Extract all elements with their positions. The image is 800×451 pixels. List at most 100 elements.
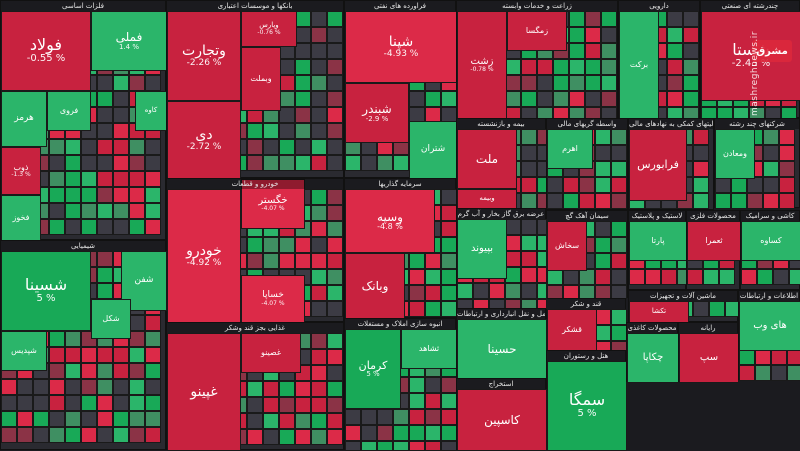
stock-tile[interactable]: وبملت <box>241 47 281 111</box>
stock-symbol: وبانک <box>361 278 389 293</box>
stock-tile[interactable]: شسینا 5 % <box>1 251 91 331</box>
minor-stock-tile <box>425 409 441 425</box>
stock-tile[interactable]: فخوز <box>1 195 41 241</box>
stock-tile[interactable]: ذوب -1.3 % <box>1 147 41 195</box>
stock-tile[interactable]: شبندر -2.9 % <box>345 83 409 143</box>
minor-stock-tile <box>295 59 311 75</box>
stock-tile[interactable]: فملی 1.4 % <box>91 11 167 71</box>
minor-stock-tile <box>49 331 65 347</box>
minor-stock-tile <box>311 43 327 59</box>
minor-stock-tile <box>611 325 627 341</box>
stock-tile[interactable]: سخاش <box>547 221 587 271</box>
stock-tile[interactable]: خگستر -4.07 % <box>241 179 305 229</box>
minor-stock-tile <box>81 379 97 395</box>
minor-stock-tile <box>279 91 295 107</box>
stock-tile[interactable]: زشت -0.78 % <box>457 11 507 119</box>
minor-stock-tile <box>33 395 49 411</box>
minor-stock-tile <box>129 395 145 411</box>
stock-tile[interactable]: فولاد -0.55 % <box>1 11 91 91</box>
minor-stock-tile <box>377 155 393 171</box>
stock-tile[interactable]: کاوه <box>135 91 167 131</box>
stock-tile[interactable]: چکاپا <box>627 333 679 383</box>
stock-tile[interactable]: هرمز <box>1 91 47 147</box>
minor-stock-tile <box>49 411 65 427</box>
stock-tile[interactable]: دی -2.72 % <box>167 101 241 179</box>
stock-tile[interactable]: سپ <box>679 333 739 383</box>
stock-tile[interactable]: برکت <box>619 11 659 119</box>
stock-tile[interactable]: شفن <box>121 251 167 311</box>
minor-stock-tile <box>441 253 457 269</box>
sector-block: کساوه کاشی و سرامیک <box>740 210 800 290</box>
minor-stock-tile <box>779 161 795 177</box>
minor-stock-tile <box>327 107 343 123</box>
stock-tile[interactable]: وتجارت -2.26 % <box>167 11 241 101</box>
stock-tile[interactable]: شتران <box>409 121 457 179</box>
stock-tile[interactable]: وسپه -4.8 % <box>345 189 435 253</box>
minor-stock-tile <box>683 91 699 107</box>
stock-symbol: ملت <box>475 151 499 166</box>
minor-stock-tile <box>595 129 611 145</box>
stock-tile[interactable]: کساوه <box>741 221 800 261</box>
stock-tile[interactable]: شپنا -4.93 % <box>345 11 457 83</box>
minor-stock-tile <box>731 177 747 193</box>
stock-tile[interactable]: پارتا <box>629 221 687 261</box>
stock-tile[interactable]: تکشا <box>629 301 689 323</box>
stock-tile[interactable]: شپدیس <box>1 331 47 371</box>
minor-stock-tile <box>579 269 595 285</box>
stock-tile[interactable]: زمگسا <box>507 11 567 51</box>
minor-stock-tile <box>81 395 97 411</box>
minor-stock-tile <box>601 75 617 91</box>
minor-stock-tile <box>521 177 537 193</box>
stock-change: -4.93 % <box>383 48 419 59</box>
stock-symbol: شپنا <box>388 33 414 50</box>
sector-block: سپ رایانه <box>678 322 739 383</box>
stock-tile[interactable]: ومعادن <box>715 129 755 179</box>
minor-stock-tile <box>97 139 113 155</box>
stock-tile[interactable]: خودرو -4.92 % <box>167 189 241 323</box>
minor-stock-tile <box>747 177 763 193</box>
sector-title: فعالیتهای کمکی به نهادهای مالی <box>629 119 713 129</box>
stock-tile[interactable]: سمگا 5 % <box>547 361 627 451</box>
stock-tile[interactable]: وبانک <box>345 253 405 319</box>
minor-stock-tile <box>65 379 81 395</box>
stock-tile[interactable]: ثعمرا <box>687 221 741 261</box>
minor-stock-tile <box>327 349 343 365</box>
minor-stock-tile <box>595 237 611 253</box>
minor-stock-tile <box>311 189 327 205</box>
stock-tile[interactable]: اهرم <box>547 129 593 169</box>
minor-stock-tile <box>327 59 343 75</box>
stock-tile[interactable]: کاسپین <box>457 389 547 451</box>
minor-stock-tile <box>585 11 601 27</box>
minor-stock-tile <box>739 349 755 365</box>
sector-title: شرکتهای چند رشته <box>715 119 799 129</box>
stock-tile[interactable]: حسینا <box>457 319 547 379</box>
minor-stock-tile <box>129 315 145 331</box>
stock-tile[interactable]: غصینو <box>241 333 301 373</box>
stock-tile[interactable]: قشکر <box>547 309 597 351</box>
minor-stock-tile <box>489 283 505 299</box>
minor-stock-tile <box>611 145 627 161</box>
stock-tile[interactable]: ثشاهد <box>401 329 457 369</box>
stock-tile[interactable]: غپینو <box>167 333 241 451</box>
stock-tile[interactable]: فرابورس <box>629 129 687 201</box>
sector-block: چکاپا محصولات کاغذی <box>626 322 679 383</box>
stock-tile[interactable]: وپارس -0.76 % <box>241 11 297 47</box>
stock-tile[interactable]: شکل <box>91 299 131 339</box>
minor-stock-tile <box>521 91 537 107</box>
minor-stock-tile <box>327 139 343 155</box>
minor-stock-tile <box>521 75 537 91</box>
stock-tile[interactable]: کرمان 5 % <box>345 329 401 409</box>
minor-stock-tile <box>65 427 81 443</box>
sector-block: ملت وبیمه بیمه و بازنشسته <box>456 118 547 209</box>
minor-stock-tile <box>97 379 113 395</box>
stock-tile[interactable]: ملت <box>457 129 517 189</box>
stock-tile[interactable]: بپیوند <box>457 219 507 279</box>
minor-stock-tile <box>97 155 113 171</box>
stock-tile[interactable]: های وب <box>739 301 800 351</box>
minor-stock-tile <box>295 413 311 429</box>
stock-tile[interactable]: خساپا -4.07 % <box>241 275 305 323</box>
stock-tile[interactable]: وبیمه <box>457 189 517 209</box>
sector-block: حسینا حمل و نقل انبارداری و ارتباطات <box>456 308 547 379</box>
minor-stock-tile <box>409 393 425 409</box>
stock-tile[interactable]: فروی <box>47 91 91 131</box>
